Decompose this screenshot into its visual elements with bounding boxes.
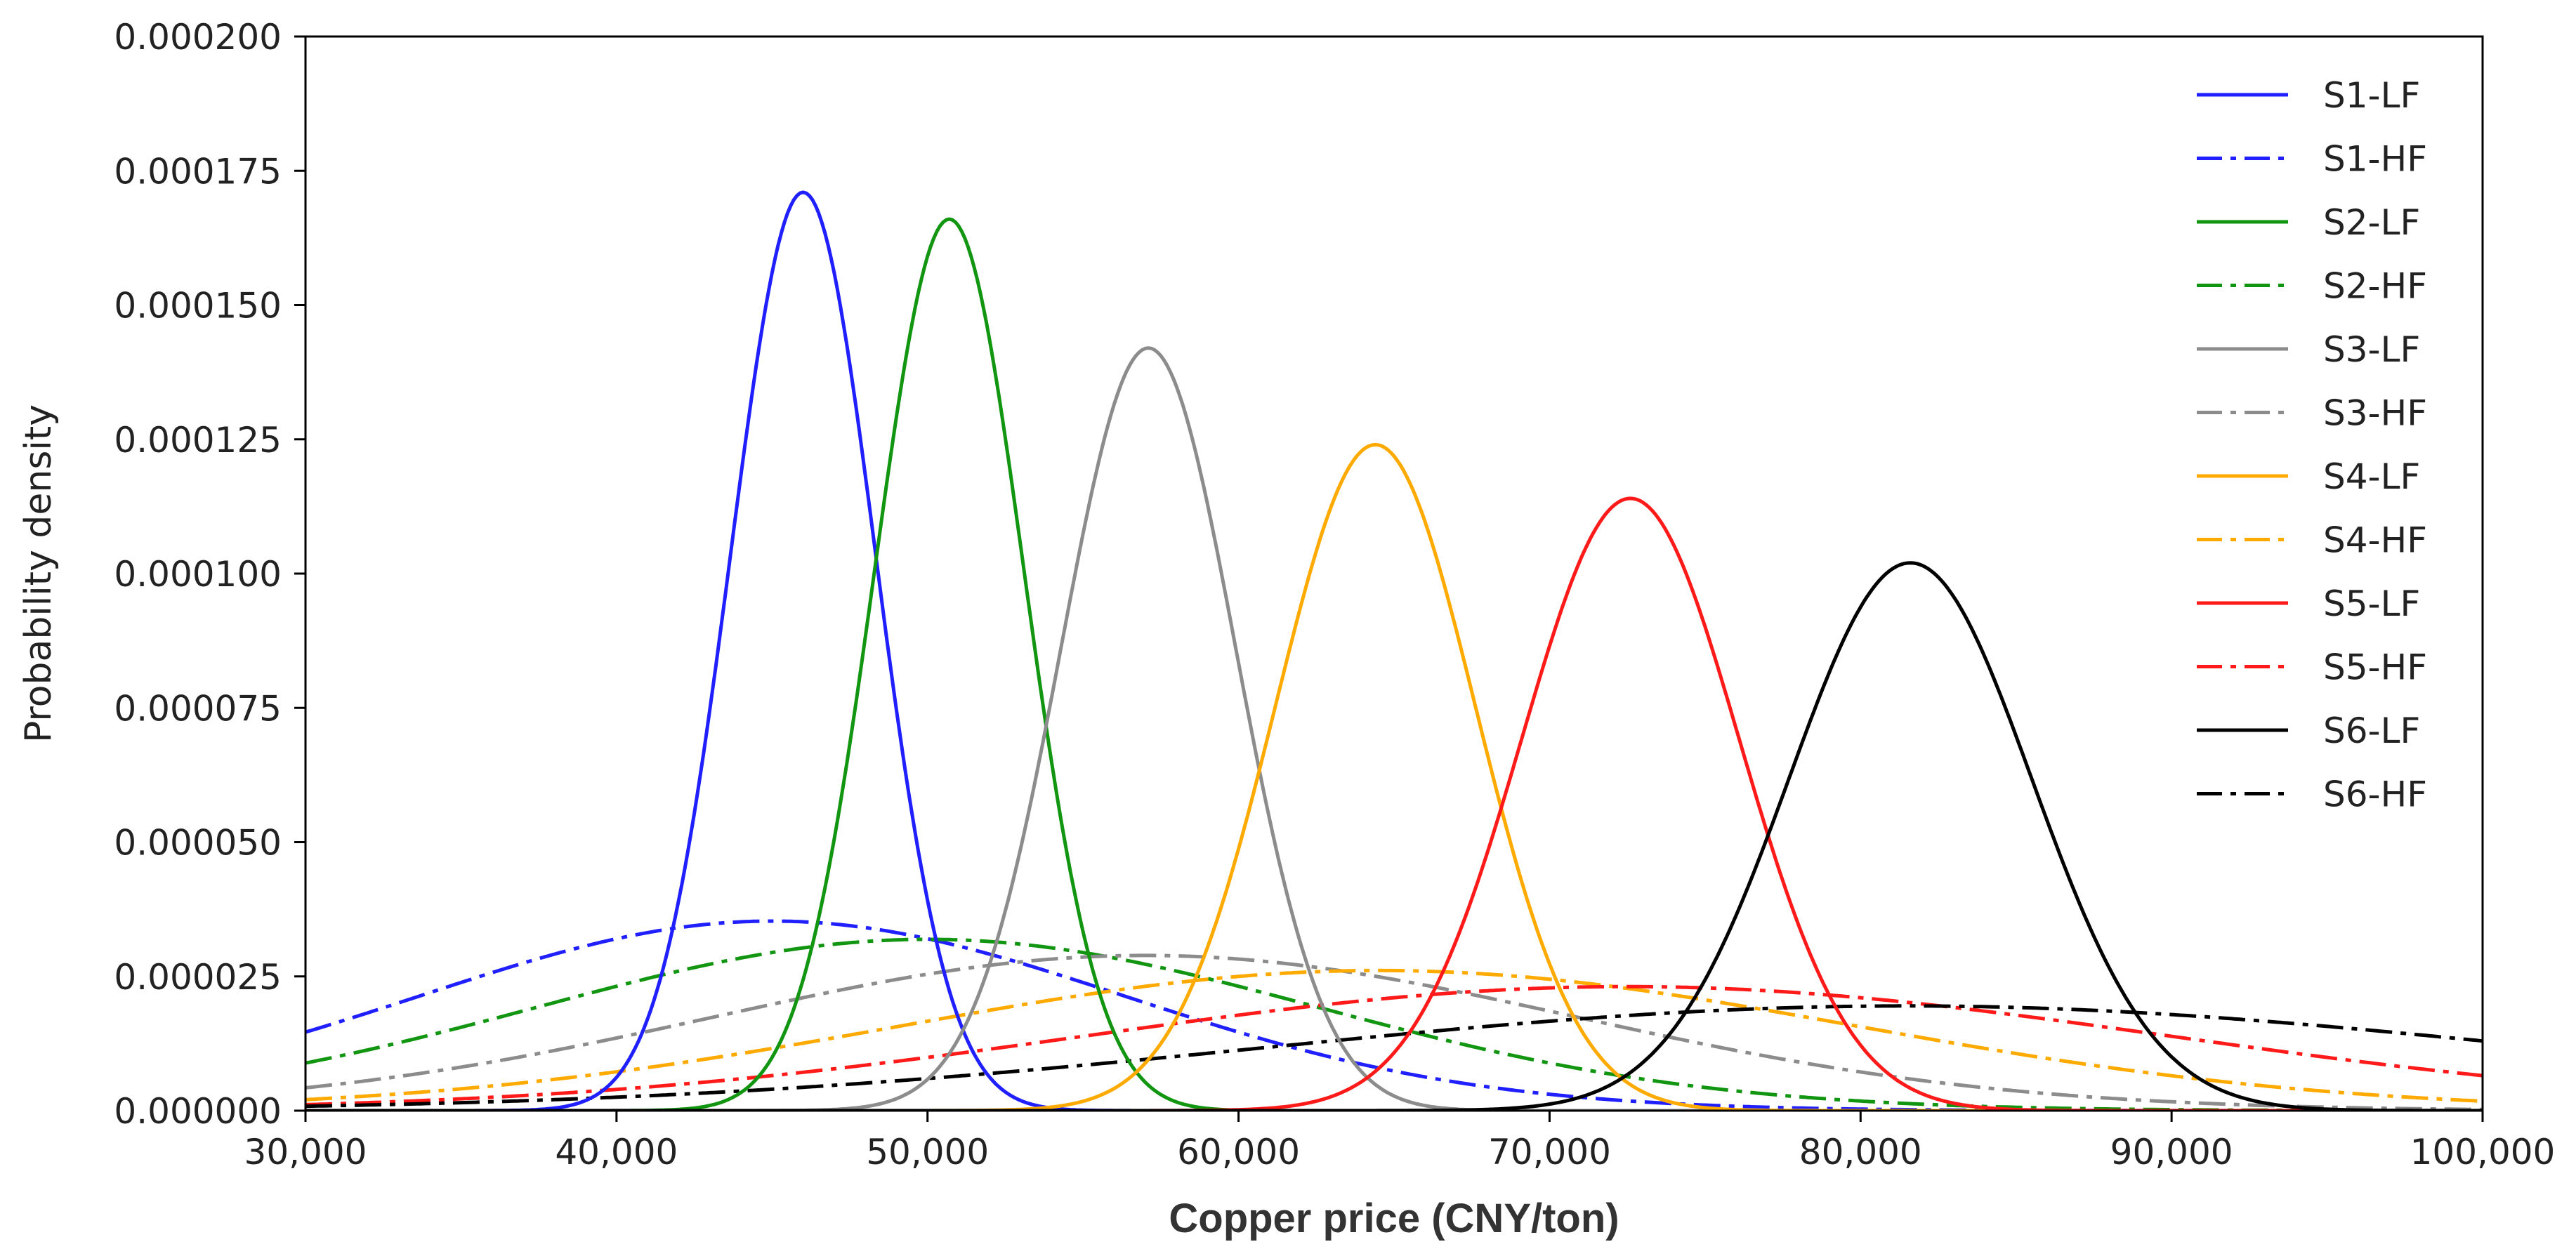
legend-label-s1-hf: S1-HF	[2323, 139, 2427, 180]
series-line-s3-lf	[305, 346, 2483, 1111]
x-tick-label: 70,000	[1488, 1132, 1611, 1172]
legend-label-s4-hf: S4-HF	[2323, 520, 2427, 561]
legend-label-s6-hf: S6-HF	[2323, 774, 2427, 815]
y-tick-label: 0.000000	[114, 1091, 282, 1132]
series-line-s1-lf	[305, 190, 2483, 1111]
legend-label-s2-lf: S2-LF	[2323, 202, 2420, 243]
legend-label-s2-hf: S2-HF	[2323, 266, 2427, 307]
legend-label-s1-lf: S1-LF	[2323, 75, 2420, 116]
legend: S1-LF S1-HF S2-LF S2-HF S3-LF S3-HF S4-LF S4-HF…	[2197, 75, 2427, 815]
x-tick-label: 40,000	[555, 1132, 678, 1172]
legend-label-s3-lf: S3-LF	[2323, 329, 2420, 370]
x-tick-label: 50,000	[866, 1132, 989, 1172]
legend-label-s5-lf: S5-LF	[2323, 583, 2420, 624]
legend-label-s4-lf: S4-LF	[2323, 456, 2420, 497]
x-tick-label: 30,000	[244, 1132, 367, 1172]
y-tick-label: 0.000025	[114, 957, 282, 998]
legend-label-s3-hf: S3-HF	[2323, 393, 2427, 434]
legend-label-s6-lf: S6-LF	[2323, 710, 2420, 751]
y-tick-label: 0.000125	[114, 420, 282, 461]
x-tick-label: 60,000	[1177, 1132, 1300, 1172]
y-axis-title: Probability density	[18, 404, 60, 743]
series-line-s4-hf	[305, 968, 2483, 1103]
y-tick-label: 0.000175	[114, 151, 282, 192]
y-tick-label: 0.000200	[114, 17, 282, 58]
y-tick-label: 0.000150	[114, 286, 282, 326]
x-tick-label: 80,000	[1799, 1132, 1922, 1172]
series-line-s4-lf	[305, 442, 2483, 1111]
series-line-s6-hf	[305, 1004, 2483, 1109]
series-line-s3-hf	[305, 953, 2483, 1111]
legend-label-s5-hf: S5-HF	[2323, 647, 2427, 688]
y-tick-label: 0.000075	[114, 688, 282, 729]
x-axis-title: Copper price (CNY/ton)	[1169, 1196, 1619, 1241]
y-tick-label: 0.000100	[114, 554, 282, 595]
series-line-s5-hf	[305, 984, 2483, 1106]
y-tick-label: 0.000050	[114, 823, 282, 864]
x-tick-label: 90,000	[2110, 1132, 2233, 1172]
x-tick-label: 100,000	[2410, 1132, 2556, 1172]
series-line-s5-lf	[305, 496, 2483, 1111]
